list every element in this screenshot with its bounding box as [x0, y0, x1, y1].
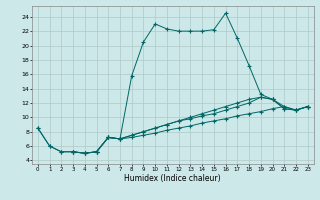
X-axis label: Humidex (Indice chaleur): Humidex (Indice chaleur)	[124, 174, 221, 183]
